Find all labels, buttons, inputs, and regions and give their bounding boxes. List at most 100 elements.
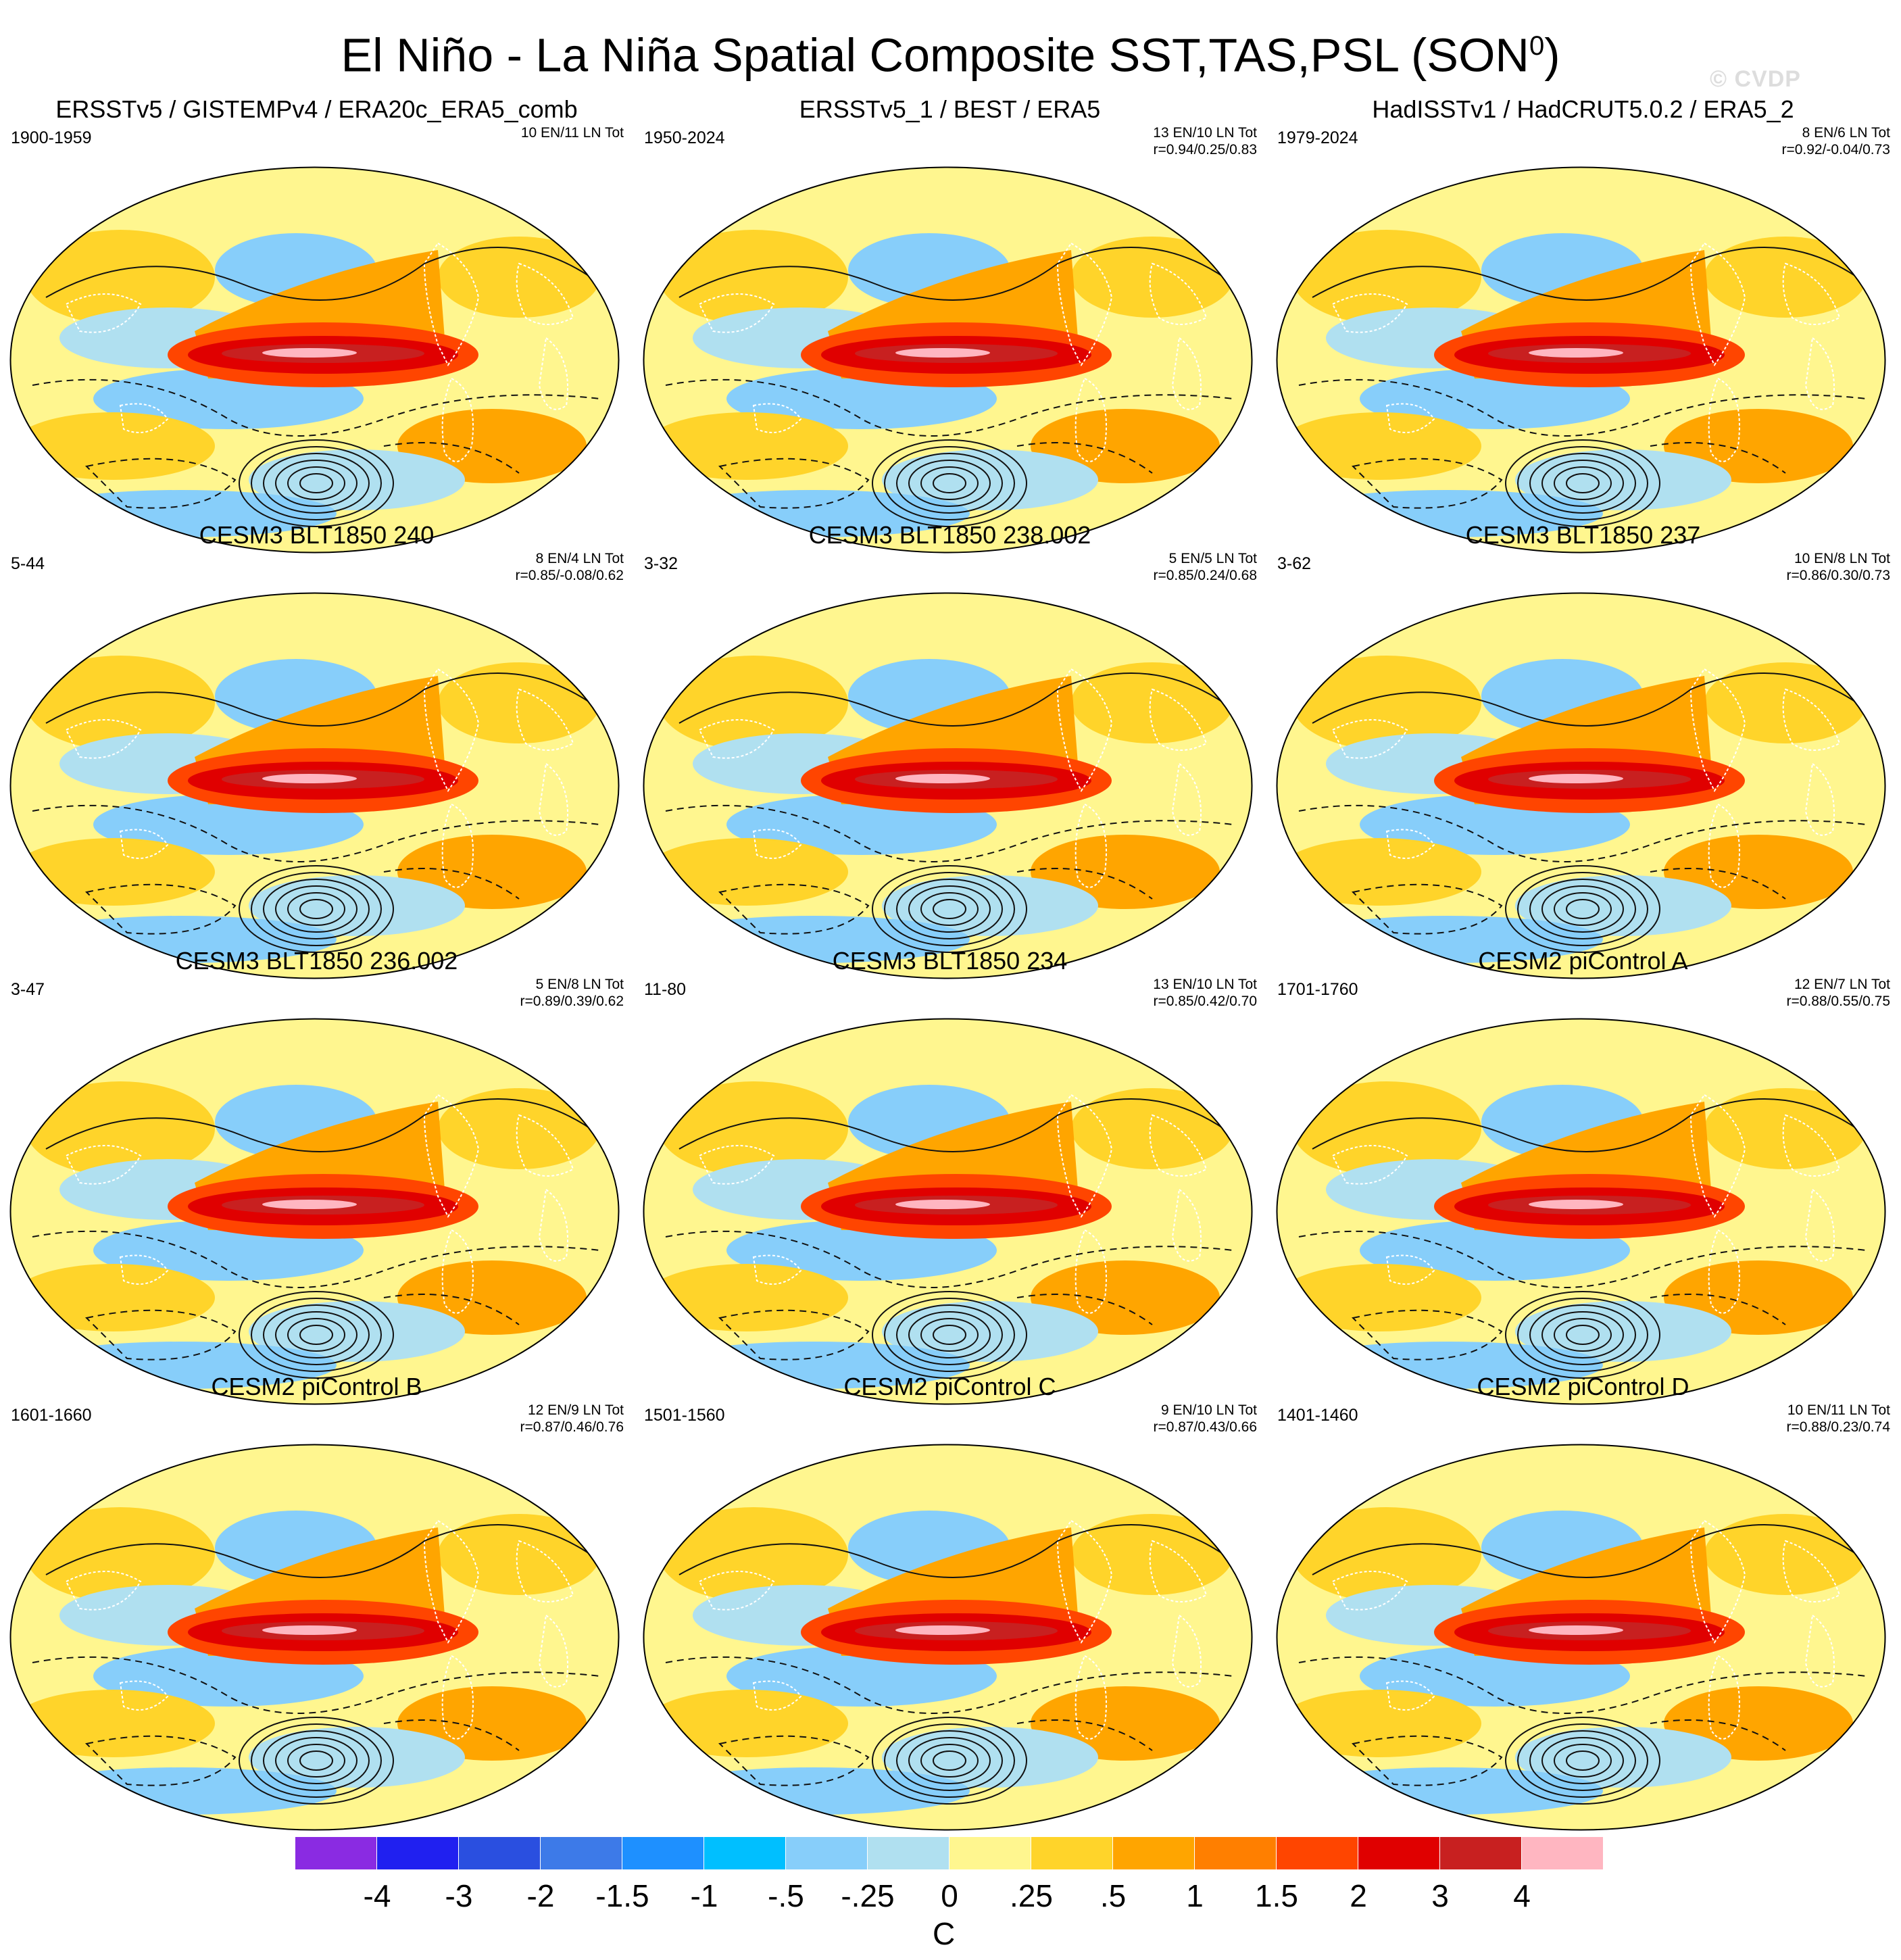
panel-title: ERSSTv5 / GISTEMPv4 / ERA20c_ERA5_comb [55,95,578,123]
world-map [643,166,1253,554]
colorbar-swatch [541,1837,622,1869]
colorbar-units: C [933,1916,956,1951]
event-count: 5 EN/5 LN Tot [1168,551,1257,566]
slp-contour-north [678,1524,1234,1578]
coastline-6 [1385,1254,1435,1285]
panel-stats: 9 EN/10 LN Tot r=0.87/0.43/0.66 [1153,1402,1257,1436]
slp-contour-dashed-3 [1650,1294,1786,1325]
panel-map [1272,162,1890,558]
slp-contour-dashed-3 [1016,442,1153,474]
panel-map [5,1440,624,1835]
slp-contour-dashed-2 [718,1309,870,1361]
slp-contour-solid-6 [872,865,1027,953]
slp-contour-solid-1 [299,473,333,493]
panel-stats: 8 EN/4 LN Tot r=0.85/-0.08/0.62 [515,550,624,584]
map-panel: CESM3 BLT1850 238.002 3-32 5 EN/5 LN Tot r=… [633,520,1266,994]
slp-contour-north [1312,672,1867,727]
coastline-6 [119,403,169,433]
slp-contour-solid-3 [908,460,991,507]
coastline-3 [1782,1540,1841,1602]
eurasia-warm-patch [1071,1514,1233,1595]
world-map [9,592,620,979]
slp-contour-north [1312,247,1867,301]
colorbar-tick-label: 1 [1186,1878,1204,1913]
coastline-4 [538,1614,568,1688]
slp-contour-solid-6 [1505,1717,1660,1805]
world-map [9,1018,620,1405]
slp-contour-solid-1 [1566,473,1600,493]
slp-contour-solid-2 [920,892,979,926]
slp-contour-solid-5 [1517,872,1648,946]
figure-title-close: ) [1544,28,1560,82]
coastline-2 [1708,1655,1740,1740]
slp-contour-solid-3 [1541,1737,1624,1784]
slp-contour-north [45,1098,601,1152]
pattern-correlation: r=0.86/0.30/0.73 [1786,568,1890,583]
coastline-2 [441,1655,474,1740]
slp-contour-solid-3 [908,885,991,933]
map-border [1276,1018,1886,1405]
pattern-correlation: r=0.85/0.24/0.68 [1153,568,1257,583]
panel-map [639,1014,1257,1409]
slp-contour-solid-4 [263,453,370,514]
event-count: 8 EN/4 LN Tot [535,551,624,566]
coastline-1 [1056,668,1113,792]
coastline-3 [516,1540,574,1602]
slp-contour-solid-1 [299,899,333,919]
slp-contour-solid-3 [275,460,357,507]
southern-warm-patch [12,412,215,480]
map-border [643,166,1253,554]
slp-contour-solid-2 [1554,1318,1612,1352]
slp-contour-solid-2 [287,892,345,926]
map-border [9,592,620,979]
slp-contour-solid-4 [263,879,370,939]
colorbar-tick-label: -1.5 [595,1878,649,1913]
panel-stats: 13 EN/10 LN Tot r=0.94/0.25/0.83 [1153,124,1257,158]
coastline-1 [1689,1519,1746,1644]
slp-contour-solid-4 [896,879,1003,939]
coastline-2 [441,803,474,888]
slp-contour-dashed-2 [718,458,870,509]
pattern-correlation: r=0.87/0.43/0.66 [1153,1419,1257,1435]
slp-contour-solid-4 [1529,453,1636,514]
panel-period: 3-62 [1277,554,1312,573]
slp-contour-dashed-2 [84,883,237,935]
panel-title: CESM3 BLT1850 238.002 [808,521,1091,549]
colorbar-tick-label: .25 [1010,1878,1053,1913]
antarctic-cool-band [1292,1767,1603,1815]
eurasia-warm-patch [1704,1088,1867,1169]
southern-warm-patch [12,838,215,906]
coastline-6 [119,1254,169,1285]
coastline-6 [752,1680,802,1711]
eurasia-warm-patch [438,662,600,743]
slp-contour-solid-5 [1517,446,1648,520]
panel-title: CESM2 piControl B [211,1373,422,1400]
slp-contour-solid-4 [1529,1304,1636,1365]
north-atlantic-warm-patch [659,1507,848,1602]
panel-title: CESM3 BLT1850 236.002 [175,947,458,975]
colorbar-swatch [377,1837,458,1869]
map-panel: CESM2 piControl A 1701-1760 12 EN/7 LN Tot… [1266,946,1900,1419]
coastline-6 [752,403,802,433]
slp-contour-dashed-2 [84,1309,237,1361]
slp-contour-solid-5 [251,872,382,946]
slp-contour-dashed-2 [84,458,237,509]
panel-title: CESM3 BLT1850 234 [832,947,1068,975]
coastline-5 [65,1571,142,1611]
colorbar-tick-label: -.5 [768,1878,804,1913]
slp-contour-dashed-1 [1298,378,1867,437]
nino-max [1529,774,1623,783]
colorbar-tick-label: .5 [1100,1878,1127,1913]
slp-contour-solid-6 [239,439,394,527]
slp-contour-solid-5 [884,1723,1015,1798]
slp-contour-dashed-3 [1016,1294,1153,1325]
panel-period: 1979-2024 [1277,128,1358,147]
figure-title-superscript: 0 [1529,31,1545,61]
slp-contour-solid-5 [1517,1723,1648,1798]
colorbar-swatch [1277,1837,1358,1869]
nino-max [1529,1625,1623,1635]
coastline-4 [1171,1188,1202,1262]
north-atlantic-warm-patch [26,230,215,324]
slp-contour-solid-1 [299,1750,333,1771]
coastline-3 [1782,1114,1841,1177]
